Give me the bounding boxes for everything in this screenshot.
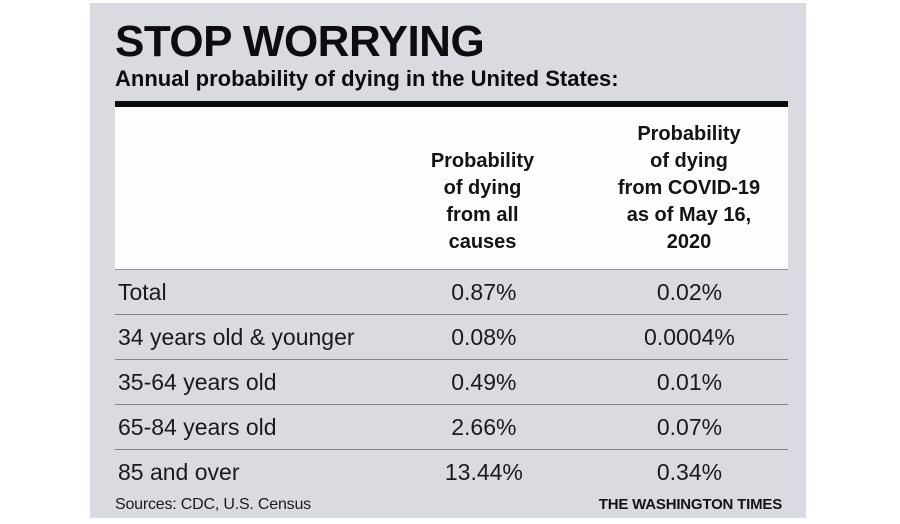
sources-note: Sources: CDC, U.S. Census — [115, 496, 311, 513]
all-causes-value: 0.08% — [451, 323, 517, 350]
covid-value: 0.34% — [656, 458, 723, 485]
publisher-credit: THE WASHINGTON TIMES — [598, 496, 782, 513]
header-all-causes: Probability of dying from all causes — [430, 150, 535, 253]
table-row-85-over: 85 and over 13.44% 0.34% — [115, 449, 788, 494]
table-row-total: Total 0.87% 0.02% — [115, 270, 788, 314]
graphic-panel: STOP WORRYING Annual probability of dyin… — [90, 3, 806, 518]
row-label: 34 years old & younger — [118, 323, 355, 350]
row-label: Total — [118, 278, 167, 305]
table-body: Total 0.87% 0.02% 34 years old & younger… — [115, 270, 788, 494]
table-row-34-younger: 34 years old & younger 0.08% 0.0004% — [115, 314, 788, 359]
page-subtitle: Annual probability of dying in the Unite… — [115, 66, 619, 91]
covid-value: 0.01% — [656, 368, 723, 395]
covid-value: 0.02% — [656, 278, 723, 305]
table-header: Probability of dying from all causes Pro… — [115, 107, 788, 270]
covid-value: 0.0004% — [644, 323, 735, 350]
all-causes-value: 13.44% — [444, 458, 523, 485]
row-label: 65-84 years old — [118, 413, 277, 440]
all-causes-value: 0.87% — [451, 278, 517, 305]
footer: Sources: CDC, U.S. Census THE WASHINGTON… — [115, 496, 788, 514]
row-label: 35-64 years old — [118, 368, 277, 395]
all-causes-value: 2.66% — [451, 413, 517, 440]
row-label: 85 and over — [118, 458, 240, 485]
all-causes-value: 0.49% — [451, 368, 517, 395]
header-covid: Probability of dying from COVID-19 as of… — [617, 123, 761, 253]
covid-value: 0.07% — [656, 413, 723, 440]
table-row-35-64: 35-64 years old 0.49% 0.01% — [115, 359, 788, 404]
page-title: STOP WORRYING — [115, 17, 485, 66]
table-row-65-84: 65-84 years old 2.66% 0.07% — [115, 404, 788, 449]
divider-rule — [115, 101, 788, 107]
